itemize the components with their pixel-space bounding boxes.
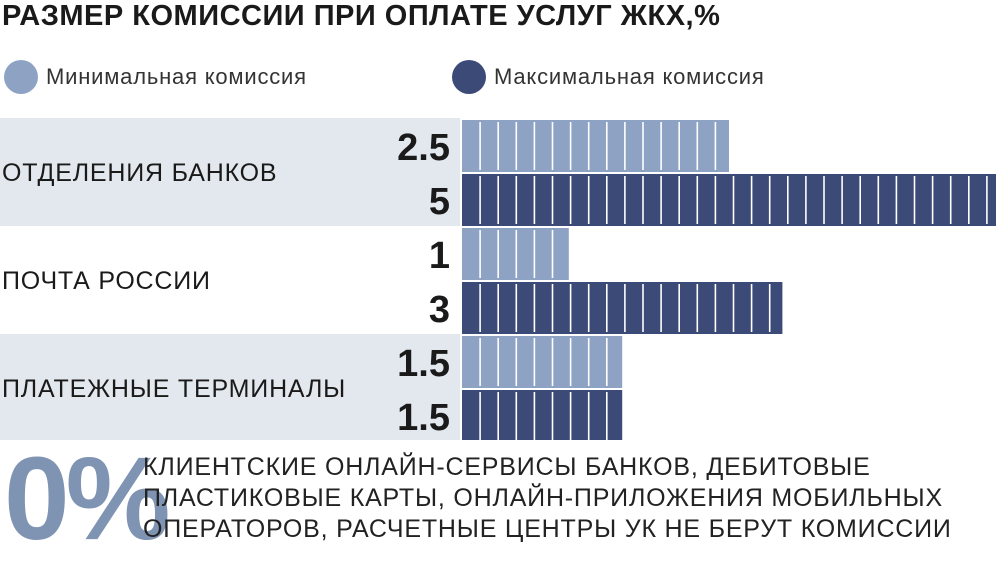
- bar-min: [462, 120, 729, 172]
- data-label: 5: [429, 181, 450, 223]
- category-band: [0, 334, 460, 440]
- legend-item-min: Минимальная комиссия: [4, 60, 307, 94]
- zero-percent: 0%: [4, 433, 171, 565]
- data-label: 2.5: [397, 127, 450, 169]
- data-label: 3: [429, 289, 450, 331]
- bar-chart: ОТДЕЛЕНИЯ БАНКОВ 2.5 5 ПОЧТА РОССИИ 1 3 ПЛАТЕЖ…: [0, 118, 996, 440]
- footnote-line: КЛИЕНТСКИЕ ОНЛАЙН-СЕРВИСЫ БАНКОВ, ДЕБИТО…: [143, 453, 871, 481]
- legend-swatch-min: [4, 60, 38, 94]
- category-label: ПОЧТА РОССИИ: [2, 267, 211, 295]
- legend-label-max: Максимальная комиссия: [494, 64, 765, 89]
- bar-max: [462, 282, 783, 334]
- data-label: 1.5: [397, 343, 450, 385]
- footnote-text: КЛИЕНТСКИЕ ОНЛАЙН-СЕРВИСЫ БАНКОВ, ДЕБИТО…: [143, 452, 993, 545]
- category-label: ОТДЕЛЕНИЯ БАНКОВ: [2, 159, 277, 187]
- legend-item-max: Максимальная комиссия: [452, 60, 765, 94]
- chart-title: РАЗМЕР КОМИССИИ ПРИ ОПЛАТЕ УСЛУГ ЖКХ,%: [2, 0, 721, 32]
- legend: Минимальная комиссия Максимальная комисс…: [0, 60, 1000, 94]
- bar-max: [462, 390, 623, 440]
- bar-min: [462, 336, 623, 388]
- bar-max: [462, 174, 996, 226]
- footnote-line: ПЛАСТИКОВЫЕ КАРТЫ, ОНЛАЙН-ПРИЛОЖЕНИЯ МОБ…: [143, 484, 943, 512]
- footnote-line: ОПЕРАТОРОВ, РАСЧЕТНЫЕ ЦЕНТРЫ УК НЕ БЕРУТ…: [143, 515, 952, 543]
- category-label: ПЛАТЕЖНЫЕ ТЕРМИНАЛЫ: [2, 375, 346, 403]
- data-label: 1: [429, 235, 450, 277]
- legend-label-min: Минимальная комиссия: [46, 64, 307, 89]
- legend-swatch-max: [452, 60, 486, 94]
- data-label: 1.5: [397, 397, 450, 439]
- category-band: [0, 118, 460, 226]
- footnote-block: 0% КЛИЕНТСКИЕ ОНЛАЙН-СЕРВИСЫ БАНКОВ, ДЕБ…: [0, 440, 1000, 558]
